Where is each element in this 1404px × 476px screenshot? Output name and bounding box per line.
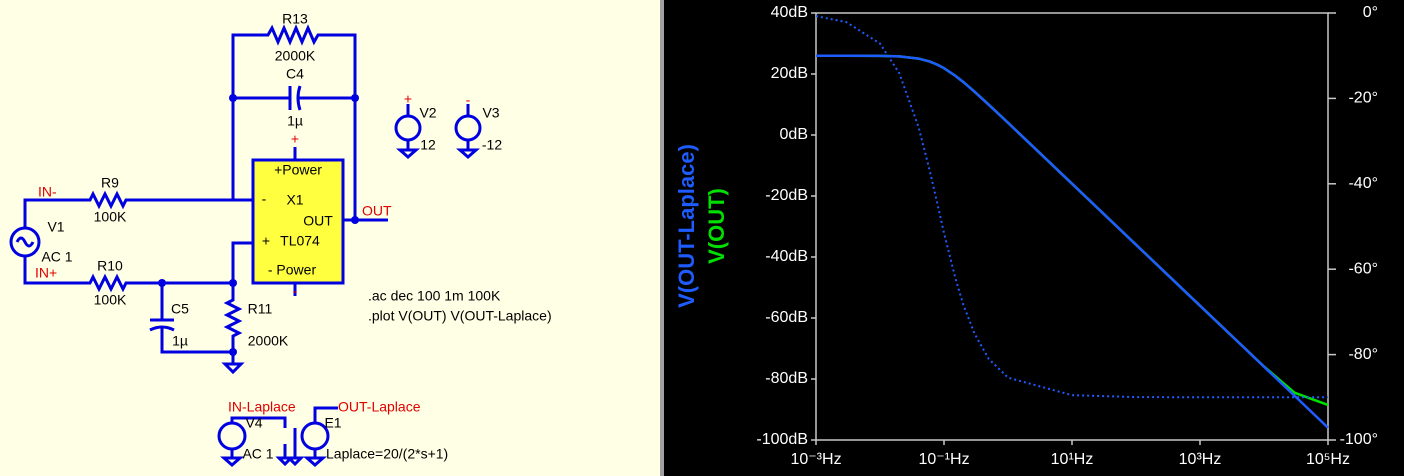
- y2-tick-label: -20°: [1348, 90, 1378, 107]
- legend-entry: V(OUT): [704, 188, 729, 264]
- value: -12: [482, 137, 502, 153]
- ref: C4: [286, 66, 304, 82]
- opamp-ref: X1: [286, 192, 303, 208]
- y2-tick-label: 0°: [1363, 4, 1378, 21]
- y2-tick-label: -80°: [1348, 346, 1378, 363]
- x-tick-label: 10³Hz: [1179, 451, 1222, 468]
- ref: R10: [97, 258, 123, 274]
- ref: V4: [245, 415, 262, 431]
- pin-mark: +: [404, 91, 412, 107]
- value: 1µ: [172, 333, 188, 349]
- opamp-pin: -: [262, 191, 267, 207]
- schematic: R13 2000K C4 1µ R9 100K R10 100K C5 1µ R…: [0, 0, 660, 476]
- opamp-pin: - Power: [268, 262, 317, 278]
- pin-mark: -: [466, 92, 471, 108]
- y-tick-label: -60dB: [765, 309, 808, 326]
- y-tick-label: 0dB: [780, 126, 808, 143]
- y-tick-label: -20dB: [765, 187, 808, 204]
- wires: [9, 24, 482, 467]
- y2-tick-label: -100°: [1340, 431, 1378, 448]
- opamp-pin: OUT: [303, 213, 333, 229]
- directive: .ac dec 100 1m 100K: [368, 288, 501, 304]
- net-label: IN-: [38, 184, 57, 200]
- value: 1µ: [287, 113, 303, 129]
- magnitude-line: [816, 54, 1329, 407]
- x-tick-label: 10¹Hz: [1051, 451, 1094, 468]
- legend-entry: V(OUT-Laplace): [674, 144, 699, 308]
- value: 2000K: [248, 333, 289, 349]
- value: 12: [420, 137, 436, 153]
- ref: R9: [101, 175, 119, 191]
- value: 100K: [94, 292, 127, 308]
- plot-frame: [815, 12, 1329, 441]
- magnitude-line: [816, 54, 1329, 429]
- x-tick-label: 10⁵Hz: [1306, 451, 1350, 468]
- ref: V1: [47, 219, 64, 235]
- directive: .plot V(OUT) V(OUT-Laplace): [368, 308, 552, 324]
- y-tick-label: -80dB: [765, 370, 808, 387]
- pin-mark: -: [293, 283, 298, 299]
- splitter: [660, 0, 664, 476]
- net-label: OUT-Laplace: [338, 399, 421, 415]
- ref: E1: [324, 415, 341, 431]
- bode-plot: 40dB 20dB 0dB -20dB -40dB -60dB -80dB -100dB 0° -…: [660, 0, 1404, 476]
- value: 2000K: [275, 48, 316, 64]
- net-label: OUT: [362, 203, 392, 219]
- ref: V2: [419, 105, 436, 121]
- ref: R13: [282, 11, 308, 27]
- ref: C5: [171, 301, 189, 317]
- x-tick-label: 10⁻³Hz: [790, 451, 841, 468]
- opamp-model: TL074: [280, 233, 320, 249]
- y-tick-label: -40dB: [765, 248, 808, 265]
- y-tick-label: 40dB: [771, 4, 808, 21]
- y2-tick-label: -40°: [1348, 175, 1378, 192]
- ref: V3: [482, 105, 499, 121]
- net-label: IN-Laplace: [228, 399, 296, 415]
- pin-mark: +: [291, 131, 299, 147]
- y-tick-label: 20dB: [771, 65, 808, 82]
- y-tick-label: -100dB: [756, 431, 808, 448]
- y2-tick-label: -60°: [1348, 260, 1378, 277]
- phase-line: [815, 15, 1328, 399]
- opamp-pin: +: [262, 233, 270, 249]
- opamp-pin: +Power: [274, 162, 322, 178]
- value: AC 1: [41, 249, 72, 265]
- net-label: IN+: [35, 265, 57, 281]
- x-tick-label: 10⁻¹Hz: [918, 451, 969, 468]
- value: AC 1: [242, 446, 273, 462]
- value: Laplace=20/(2*s+1): [326, 446, 448, 462]
- value: 100K: [94, 209, 127, 225]
- ref: R11: [248, 301, 273, 317]
